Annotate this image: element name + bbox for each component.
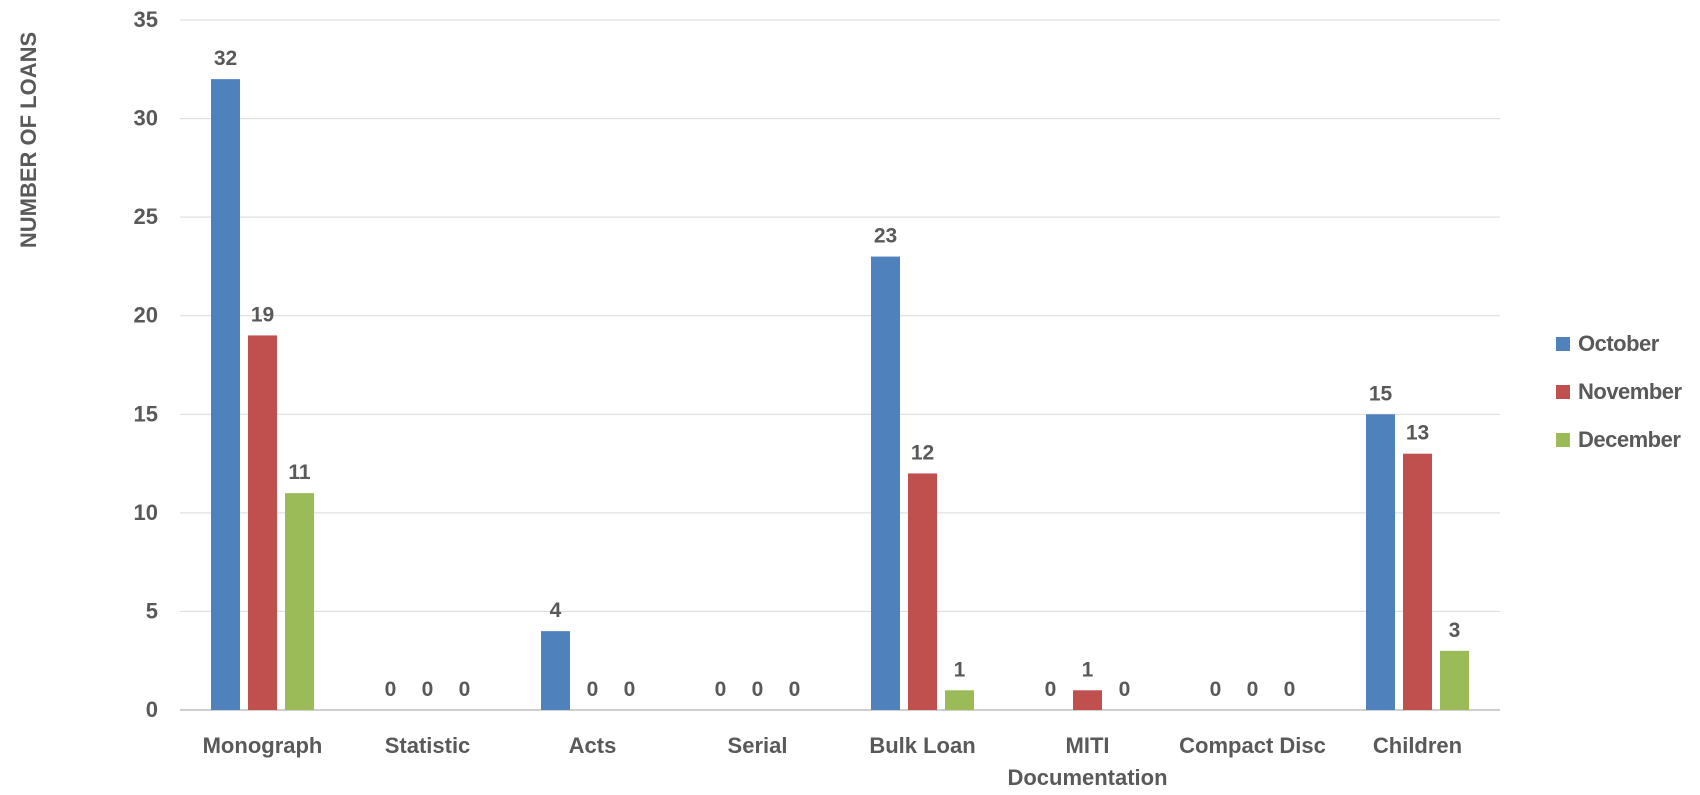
data-label: 1 (954, 658, 966, 681)
bars (211, 79, 1469, 710)
data-label: 0 (1119, 678, 1131, 701)
legend-item: December (1556, 416, 1682, 464)
data-label: 11 (288, 461, 311, 484)
x-tick-label: Compact Disc (1179, 733, 1326, 758)
x-tick-label: Serial (728, 733, 788, 758)
data-labels: 32 19 11 0 0 0 4 0 0 0 0 0 23 12 1 0 1 0 0 0 0 15 13 3 (214, 47, 1461, 701)
data-label: 0 (752, 678, 764, 701)
data-label: 19 (251, 303, 274, 326)
data-label: 0 (385, 678, 397, 701)
data-label: 23 (874, 225, 897, 248)
data-label: 1 (1082, 658, 1094, 681)
data-label: 0 (715, 678, 727, 701)
gridlines (180, 19, 1500, 711)
y-tick-label: 30 (134, 106, 158, 131)
x-tick-label: Monograph (203, 733, 323, 758)
bar (1366, 414, 1395, 710)
bar (211, 79, 240, 710)
y-tick-label: 15 (134, 401, 158, 426)
y-axis-ticks: 0 5 10 15 20 25 30 35 (134, 7, 158, 722)
x-tick-label: Statistic (385, 733, 471, 758)
bar (945, 690, 974, 710)
bar (1440, 650, 1469, 710)
x-tick-label: Acts (569, 733, 617, 758)
data-label: 0 (624, 678, 636, 701)
data-label: 0 (1210, 678, 1222, 701)
x-tick-label: Children (1373, 733, 1462, 758)
data-label: 0 (459, 678, 471, 701)
y-tick-label: 25 (134, 204, 158, 229)
bar (541, 631, 570, 710)
bar (285, 493, 314, 710)
legend: October November December (1556, 320, 1682, 464)
legend-swatch (1556, 385, 1570, 399)
x-tick-label: Bulk Loan (869, 733, 975, 758)
data-label: 0 (1247, 678, 1259, 701)
y-tick-label: 10 (134, 500, 158, 525)
data-label: 0 (789, 678, 801, 701)
data-label: 32 (214, 47, 237, 70)
data-label: 13 (1406, 422, 1429, 445)
y-tick-label: 0 (146, 697, 158, 722)
x-axis-labels: Monograph Statistic Acts Serial Bulk Loan MIT… (203, 733, 1463, 790)
legend-swatch (1556, 433, 1570, 447)
data-label: 4 (550, 599, 562, 622)
bar (1403, 453, 1432, 710)
y-tick-label: 35 (134, 7, 158, 32)
bar (1073, 690, 1102, 710)
x-tick-label: MITI (1066, 733, 1110, 758)
data-label: 0 (1284, 678, 1296, 701)
bar (248, 335, 277, 710)
legend-item: October (1556, 320, 1682, 368)
y-tick-label: 5 (146, 598, 158, 623)
data-label: 3 (1449, 619, 1461, 642)
legend-item: November (1556, 368, 1682, 416)
legend-label: November (1578, 379, 1682, 404)
data-label: 0 (587, 678, 599, 701)
data-label: 15 (1369, 382, 1393, 405)
bar (908, 473, 937, 710)
y-tick-label: 20 (134, 303, 158, 328)
data-label: 0 (422, 678, 434, 701)
x-tick-label: Documentation (1007, 765, 1167, 790)
data-label: 0 (1045, 678, 1057, 701)
legend-label: October (1578, 331, 1659, 356)
legend-label: December (1578, 427, 1681, 452)
legend-swatch (1556, 337, 1570, 351)
y-axis-label: NUMBER OF LOANS (16, 32, 41, 248)
data-label: 12 (911, 441, 934, 464)
bar (871, 256, 900, 710)
